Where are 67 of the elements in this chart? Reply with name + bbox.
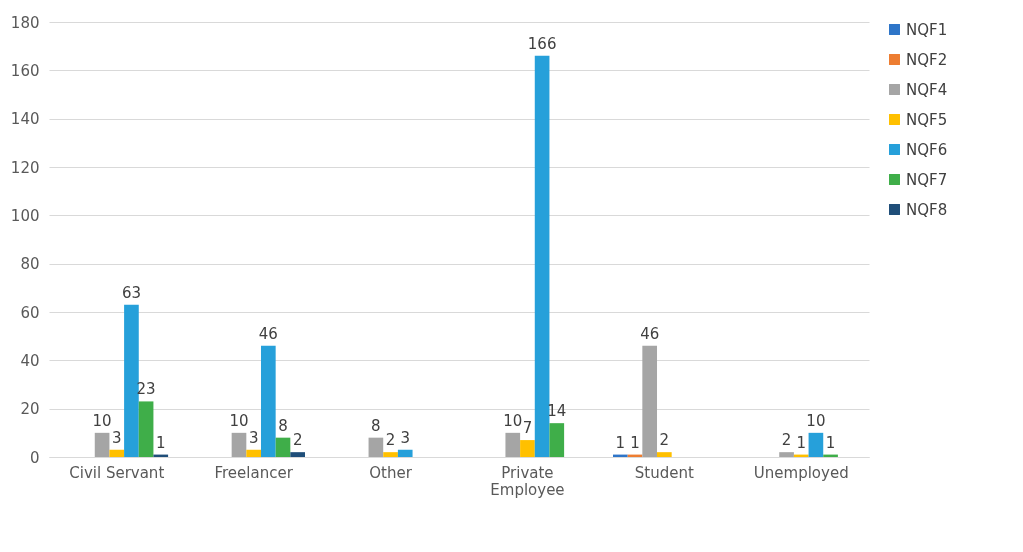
data-label: 8 [278,416,288,435]
data-label: 2 [781,431,792,450]
x-tick-label: Unemployed [753,463,849,482]
bar [657,452,672,457]
bar [808,432,824,457]
bar [109,449,125,457]
data-label: 2 [292,431,303,450]
y-tick-label: 140 [10,110,40,129]
legend-label: NQF7 [906,170,948,189]
data-label: 1 [615,433,626,452]
data-label: 63 [121,283,141,302]
data-label: 1 [155,433,166,452]
data-label: 3 [111,428,122,447]
data-label: 1 [825,433,836,452]
bar [94,432,110,457]
legend-label: NQF2 [906,50,948,69]
legend-label: NQF4 [906,80,948,99]
bar [397,449,413,457]
y-tick-label: 80 [20,255,40,274]
bar [124,304,139,457]
data-label: 46 [258,324,278,343]
bar [231,432,247,457]
y-tick-label: 0 [29,448,40,467]
bar [275,437,291,457]
bar [368,437,384,457]
data-label: 1 [796,433,807,452]
data-label: 1 [630,433,640,452]
y-tick-label: 40 [20,351,40,370]
data-label: 10 [229,411,249,430]
bar [383,452,398,457]
x-tick-label: Civil Servant [69,463,165,482]
data-label: 46 [640,324,660,343]
bar [260,345,276,457]
bar [505,432,521,457]
bar [549,423,565,457]
data-label: 166 [527,34,557,53]
data-label: 2 [385,431,396,450]
data-label: 14 [547,402,567,421]
legend-label: NQF6 [906,140,948,159]
legend-label: NQF8 [906,200,948,219]
data-label: 10 [503,411,523,430]
data-label: 10 [92,411,112,430]
bar [779,452,794,457]
bar [520,440,535,457]
data-label: 3 [248,428,259,447]
legend-label: NQF1 [906,20,948,39]
data-label: 8 [371,416,381,435]
bar [246,449,261,457]
y-tick-label: 20 [20,400,40,419]
data-label: 10 [806,411,826,430]
bar [290,452,305,457]
bar [138,401,154,457]
data-label: 2 [659,431,670,450]
x-tick-label: Other [369,463,413,482]
x-tick-label: Freelancer [214,463,294,482]
y-tick-label: 160 [10,61,40,80]
bar [534,55,550,457]
bar [642,345,658,457]
y-tick-label: 100 [10,206,40,225]
y-tick-label: 60 [20,303,40,322]
y-tick-label: 120 [10,158,40,177]
data-label: 3 [400,428,410,447]
x-tick-label: Student [634,463,694,482]
y-tick-label: 180 [10,13,40,32]
x-tick-label: Private Employee [490,463,565,499]
data-label: 7 [522,419,533,438]
legend-label: NQF5 [906,110,948,129]
